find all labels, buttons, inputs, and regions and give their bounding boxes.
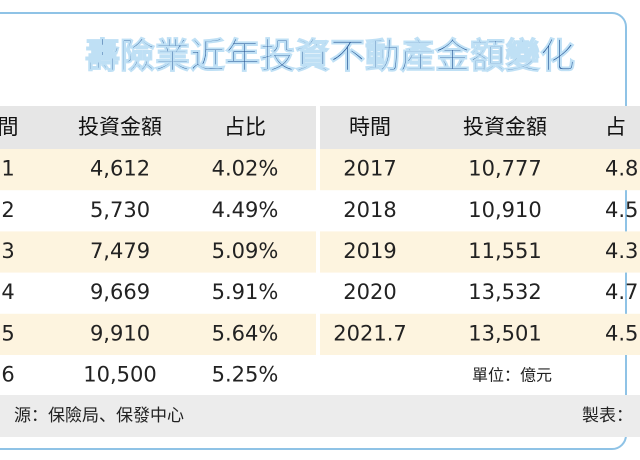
cell: 1 [1, 157, 14, 181]
cell: 4.3 [605, 239, 638, 263]
cell: 10,910 [468, 198, 541, 222]
cell: 5.64% [212, 321, 279, 345]
title: 壽險業近年投資不動產金額變化 [85, 36, 575, 77]
cell: 2019 [343, 239, 396, 263]
cell: 4.5 [605, 321, 638, 345]
cell: 5.91% [212, 280, 279, 304]
column-header: 投資金額 [463, 115, 547, 139]
cell: 10,500 [83, 363, 156, 387]
cell: 13,501 [468, 321, 541, 345]
cell: 3 [1, 239, 14, 263]
cell: 2018 [343, 198, 396, 222]
cell: 9,910 [90, 321, 150, 345]
cell: 9,669 [90, 280, 150, 304]
footer-band [0, 395, 640, 437]
cell: 5.25% [212, 363, 279, 387]
column-header: 占 [605, 115, 626, 139]
credit: 製表： [582, 406, 633, 426]
cell: 4.8 [605, 157, 638, 181]
column-header: 間 [0, 115, 19, 139]
source: 源：保險局、保發中心 [14, 406, 184, 426]
cell: 10,777 [468, 157, 541, 181]
cell: 5 [1, 321, 14, 345]
cell: 11,551 [468, 239, 541, 263]
cell: 4 [1, 280, 14, 304]
table-divider [316, 106, 320, 395]
cell: 4.02% [212, 157, 279, 181]
unit-note: 單位：億元 [472, 366, 552, 385]
cell: 2017 [343, 157, 396, 181]
cell: 7,479 [90, 239, 150, 263]
cell: 5.09% [212, 239, 279, 263]
cell: 4.5 [605, 198, 638, 222]
cell: 4,612 [90, 157, 150, 181]
cell: 2020 [343, 280, 396, 304]
cell: 5,730 [90, 198, 150, 222]
cell: 4.7 [605, 280, 638, 304]
frame [0, 12, 627, 450]
cell: 6 [1, 363, 14, 387]
cell: 13,532 [468, 280, 541, 304]
cell: 4.49% [212, 198, 279, 222]
column-header: 占比 [224, 115, 266, 139]
column-header: 時間 [349, 115, 391, 139]
cell: 2 [1, 198, 14, 222]
column-header: 投資金額 [78, 115, 162, 139]
cell: 2021.7 [333, 321, 406, 345]
